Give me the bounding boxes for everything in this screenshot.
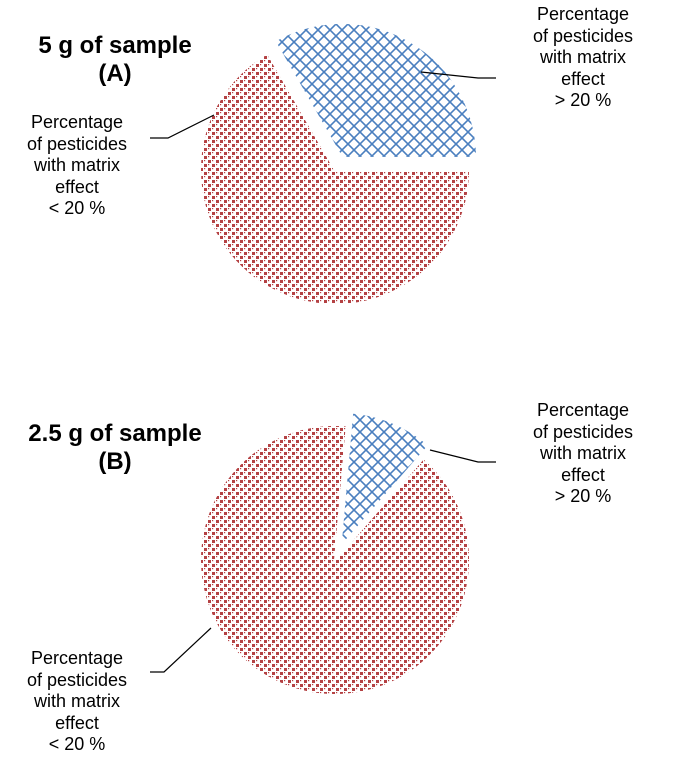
label-line: with matrix — [540, 443, 626, 463]
label-line: of pesticides — [533, 26, 633, 46]
chart-b-title: 2.5 g of sample (B) — [10, 420, 220, 475]
label-line: with matrix — [34, 155, 120, 175]
label-line: Percentage — [537, 4, 629, 24]
chart-b-title-line2: (B) — [98, 448, 131, 475]
chart-a-label-gt20: Percentage of pesticides with matrix eff… — [498, 4, 668, 112]
label-line: Percentage — [31, 112, 123, 132]
chart-a-title: 5 g of sample (A) — [20, 32, 210, 87]
chart-a-label-lt20: Percentage of pesticides with matrix eff… — [2, 112, 152, 220]
label-line: < 20 % — [49, 198, 106, 218]
chart-a-title-line2: (A) — [98, 60, 131, 87]
label-line: effect — [55, 177, 99, 197]
chart-b-label-gt20: Percentage of pesticides with matrix eff… — [498, 400, 668, 508]
chart-b-leader-lt20 — [150, 628, 211, 672]
label-line: effect — [561, 69, 605, 89]
chart-b-leader-gt20 — [430, 450, 496, 462]
label-line: of pesticides — [27, 670, 127, 690]
label-line: Percentage — [31, 648, 123, 668]
label-line: with matrix — [540, 47, 626, 67]
label-line: Percentage — [537, 400, 629, 420]
chart-a-title-line1: 5 g of sample — [38, 32, 191, 59]
label-line: with matrix — [34, 691, 120, 711]
label-line: effect — [55, 713, 99, 733]
label-line: of pesticides — [27, 134, 127, 154]
chart-b-slice-lt20 — [200, 425, 470, 695]
label-line: effect — [561, 465, 605, 485]
chart-b-title-line1: 2.5 g of sample — [28, 420, 201, 447]
label-line: < 20 % — [49, 734, 106, 754]
figure-wrap: { "figure": { "width": 685, "height": 78… — [0, 0, 685, 782]
chart-b-label-lt20: Percentage of pesticides with matrix eff… — [2, 648, 152, 756]
label-line: of pesticides — [533, 422, 633, 442]
label-line: > 20 % — [555, 486, 612, 506]
label-line: > 20 % — [555, 90, 612, 110]
